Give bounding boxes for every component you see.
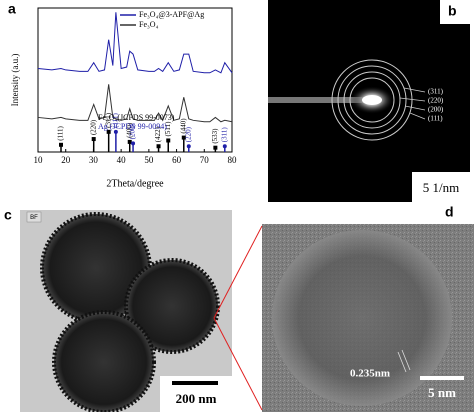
reference-label: Ag (JCPDS 99-0094) (98, 122, 167, 131)
hkl-label: (200) (129, 124, 137, 140)
x-tick-label: 20 (61, 155, 71, 165)
hkl-label: (220) (89, 119, 97, 135)
y-axis-label: Intensity (a.u.) (10, 54, 20, 107)
beam-stopper (268, 97, 368, 103)
scale-bar-label: 5 nm (428, 385, 456, 400)
panel-label: b (448, 3, 457, 19)
label-box (440, 0, 470, 24)
ring-pointers (399, 87, 426, 120)
stick-marker (59, 142, 64, 147)
hkl-label: (311) (104, 112, 112, 128)
hkl-label: (311) (220, 127, 228, 143)
mode-label: BF (30, 215, 38, 221)
stick-marker (131, 141, 136, 146)
x-tick-label: 40 (117, 155, 127, 165)
hkl-label: (111) (111, 113, 119, 128)
zoom-lines (213, 225, 263, 411)
hkl-label: (111) (57, 125, 65, 140)
stick-marker (106, 129, 111, 134)
ring-label: (311) (428, 88, 444, 96)
hkl-label: (533) (211, 128, 219, 144)
scale-bar (172, 381, 218, 385)
stick-marker (181, 135, 186, 140)
plot-frame (37, 7, 233, 153)
stick-marker (166, 138, 171, 143)
x-tick-label: 30 (89, 155, 99, 165)
x-tick-label: 60 (172, 155, 182, 165)
lattice-marks (397, 349, 411, 373)
x-axis-label: 2Theta/degree (106, 178, 164, 189)
xrd-curve (37, 84, 233, 123)
lattice-spacing: 0.235nm (350, 368, 390, 380)
stick-marker (91, 137, 96, 142)
panel-label: c (4, 207, 12, 223)
panel-label: d (445, 204, 454, 220)
legend-label: Fe₃O₄@3-APF@Ag (139, 10, 204, 19)
ring-label: (111) (428, 115, 443, 123)
stick-marker (222, 144, 227, 149)
stick-marker (113, 129, 118, 134)
legend-label: Fe₃O₄ (139, 20, 159, 29)
panel-label: a (8, 1, 16, 17)
stick-marker (186, 144, 191, 149)
scale-bar-box (412, 172, 470, 202)
hkl-label: (511) (164, 121, 172, 137)
stick-marker (213, 145, 218, 150)
hkl-label: (422) (154, 126, 162, 142)
ring-label: (200) (428, 106, 444, 114)
ring-label: (220) (428, 97, 444, 105)
nanospheres (40, 212, 220, 412)
x-tick-label: 80 (228, 155, 238, 165)
scale-bar (420, 376, 464, 380)
x-tick-label: 50 (144, 155, 154, 165)
scale-bar-label: 5 1/nm (423, 180, 459, 195)
stick-marker (127, 139, 132, 144)
mode-box (26, 211, 42, 223)
hkl-label: (440) (179, 118, 187, 134)
x-tick-label: 10 (34, 155, 44, 165)
scale-bar-label: 200 nm (176, 391, 217, 406)
hkl-label: (400) (125, 122, 133, 138)
hkl-label: (220) (184, 126, 192, 142)
central-beam (362, 95, 382, 105)
stick-marker (156, 144, 161, 149)
x-tick-label: 70 (200, 155, 210, 165)
xrd-curve (37, 12, 233, 74)
reference-label: Fe₃O₄(JCPDS 99-0073) (98, 113, 175, 122)
